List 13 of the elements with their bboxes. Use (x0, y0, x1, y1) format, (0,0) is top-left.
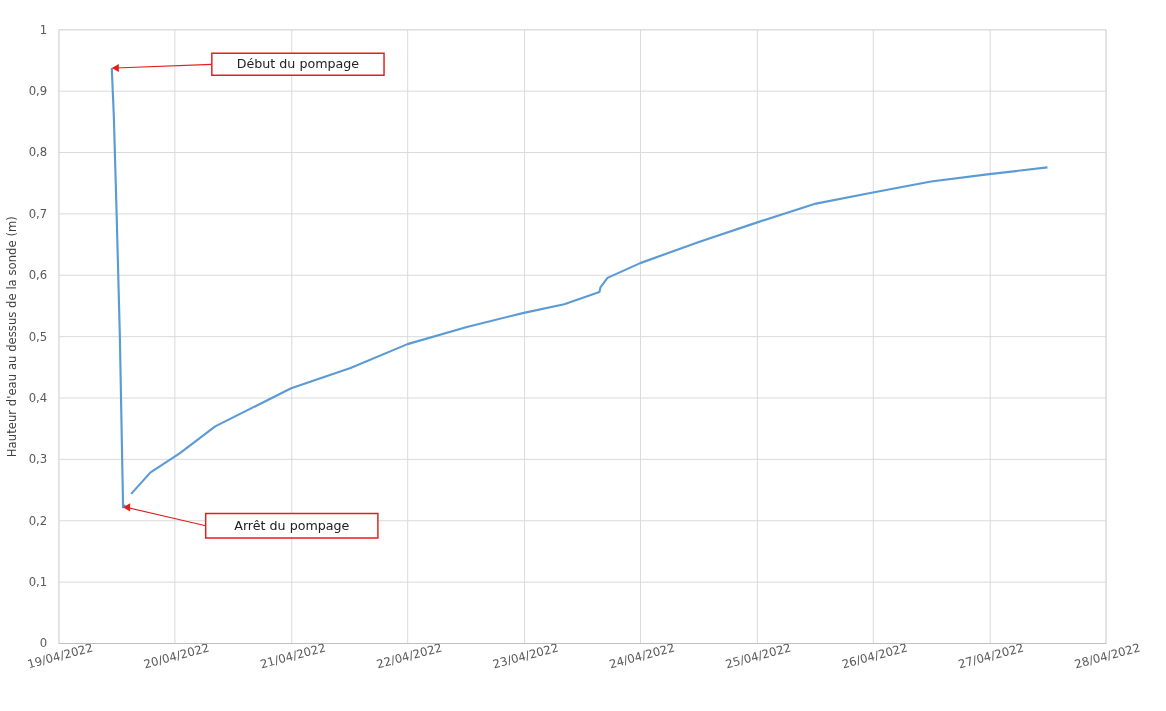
y-tick-label: 0,1 (28, 575, 48, 590)
y-tick-label: 0,3 (28, 452, 48, 467)
y-tick-label: 0,8 (28, 145, 48, 160)
y-tick-label: 0,4 (28, 390, 48, 405)
y-tick-label: 0,9 (28, 84, 48, 99)
y-tick-label: 1 (39, 22, 48, 37)
y-tick-label: 0,2 (28, 513, 48, 528)
y-tick-label: 0,5 (28, 329, 48, 344)
annotation: Arrêt du pompage (234, 517, 350, 533)
y-axis-title: Hauteur d'eau au dessus de la sonde (m) (4, 216, 19, 458)
y-tick-label: 0,7 (28, 206, 48, 221)
annotation: Début du pompage (236, 56, 360, 72)
y-tick-label: 0,6 (28, 268, 48, 283)
